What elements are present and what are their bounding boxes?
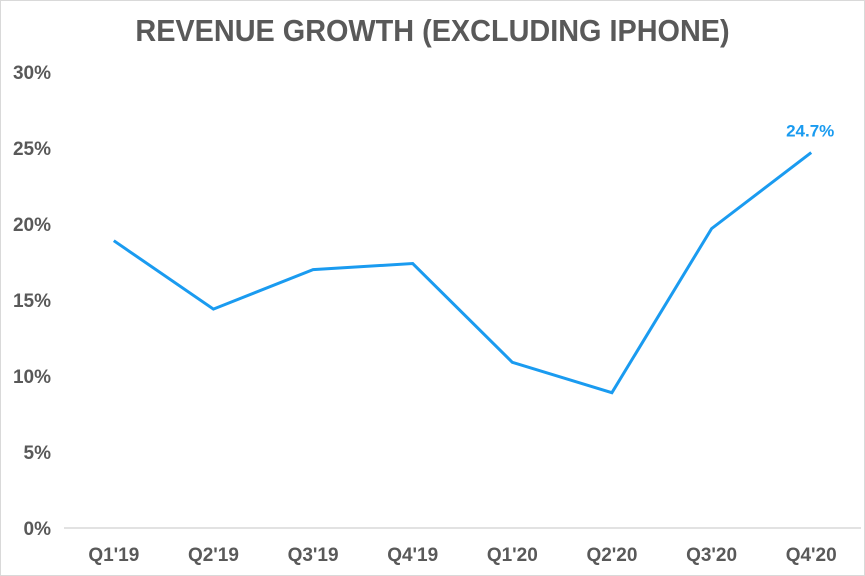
x-tick-label: Q3'20 bbox=[686, 545, 737, 566]
y-tick-label: 25% bbox=[13, 139, 51, 160]
y-tick-label: 20% bbox=[13, 215, 51, 236]
y-tick-label: 0% bbox=[24, 519, 52, 540]
x-tick-label: Q1'20 bbox=[487, 545, 538, 566]
series-line bbox=[112, 151, 813, 395]
x-tick-label: Q1'19 bbox=[88, 545, 139, 566]
y-tick-label: 15% bbox=[13, 291, 51, 312]
x-tick-label: Q4'19 bbox=[387, 545, 438, 566]
y-tick-label: 10% bbox=[13, 367, 51, 388]
x-tick-label: Q4'20 bbox=[786, 545, 837, 566]
chart-title: REVENUE GROWTH (EXCLUDING IPHONE) bbox=[135, 13, 730, 48]
y-tick-label: 5% bbox=[24, 443, 52, 464]
data-label: 24.7% bbox=[786, 122, 834, 141]
y-tick-label: 30% bbox=[13, 63, 51, 84]
x-tick-label: Q3'19 bbox=[288, 545, 339, 566]
x-tick-label: Q2'19 bbox=[188, 545, 239, 566]
x-tick-label: Q2'20 bbox=[586, 545, 637, 566]
